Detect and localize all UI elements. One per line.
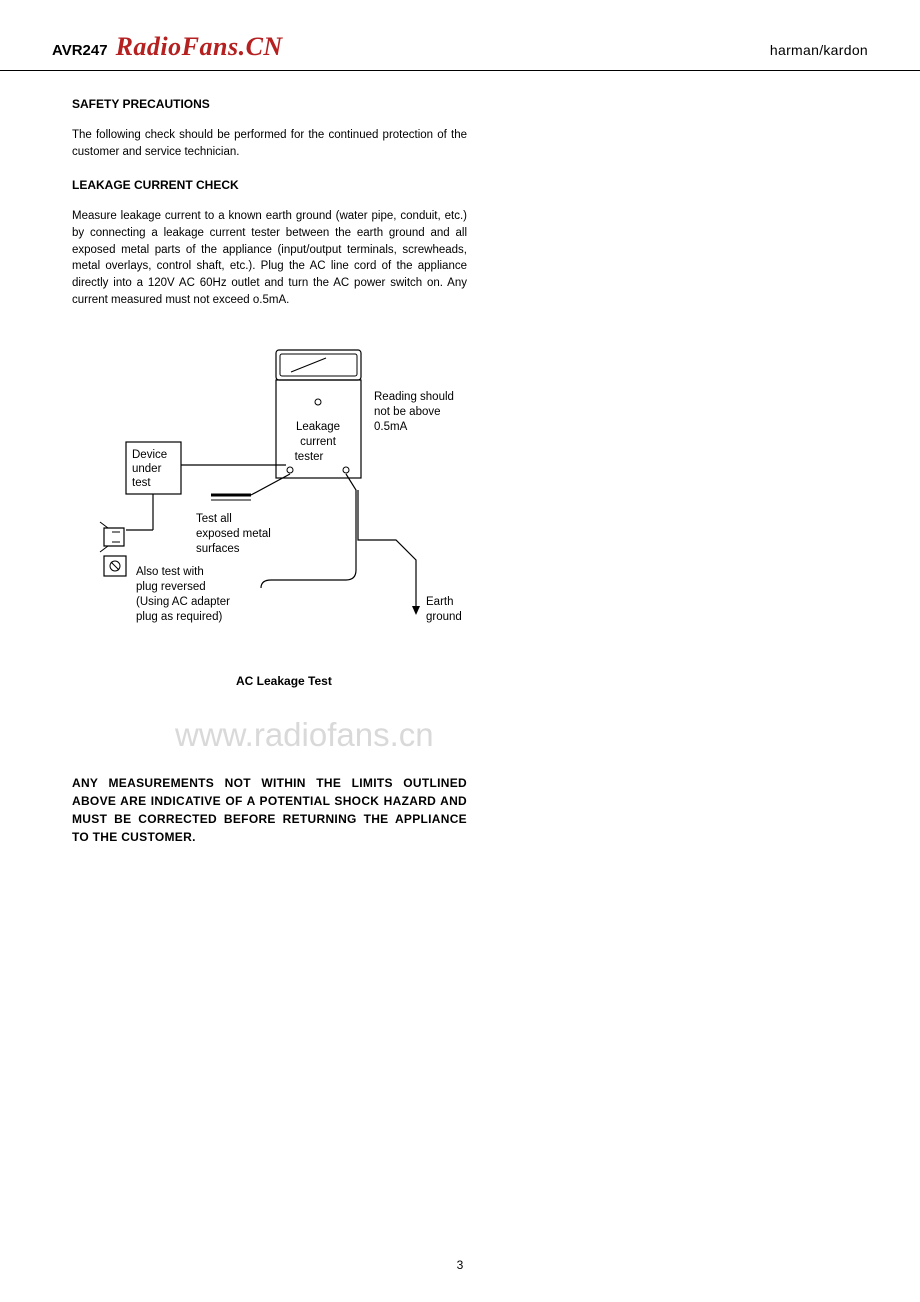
warning-text: ANY MEASUREMENTS NOT WITHIN THE LIMITS O… bbox=[72, 774, 467, 846]
plug-l1: Also test with bbox=[136, 566, 204, 578]
diagram-caption: AC Leakage Test bbox=[236, 674, 848, 688]
radiofans-logo: RadioFans.CN bbox=[116, 32, 283, 62]
plug-icon bbox=[100, 522, 126, 576]
device-l3: test bbox=[132, 477, 151, 489]
leakage-diagram: Leakage current tester Reading should no… bbox=[96, 340, 516, 670]
earth-l2: ground bbox=[426, 611, 462, 623]
leakage-body: Measure leakage current to a known earth… bbox=[72, 208, 467, 308]
testall-l2: exposed metal bbox=[196, 528, 271, 540]
testall-l3: surfaces bbox=[196, 543, 240, 555]
plug-l3: (Using AC adapter bbox=[136, 596, 230, 608]
device-l2: under bbox=[132, 463, 162, 475]
page-header: AVR247 RadioFans.CN harman/kardon bbox=[0, 0, 920, 71]
tester-label-3: tester bbox=[295, 451, 324, 463]
reading-l1: Reading should bbox=[374, 391, 454, 403]
plug-l4: plug as required) bbox=[136, 611, 222, 623]
safety-heading: SAFETY PRECAUTIONS bbox=[72, 97, 848, 111]
main-content: SAFETY PRECAUTIONS The following check s… bbox=[0, 71, 920, 846]
testall-l1: Test all bbox=[196, 513, 232, 525]
plug-l2: plug reversed bbox=[136, 581, 206, 593]
earth-l1: Earth bbox=[426, 596, 454, 608]
leakage-heading: LEAKAGE CURRENT CHECK bbox=[72, 178, 848, 192]
reading-l2: not be above bbox=[374, 406, 441, 418]
safety-body: The following check should be performed … bbox=[72, 127, 467, 160]
tester-label-2: current bbox=[300, 436, 337, 448]
model-number: AVR247 bbox=[52, 42, 108, 59]
device-l1: Device bbox=[132, 449, 167, 461]
brand-name: harman/kardon bbox=[770, 42, 868, 58]
reading-l3: 0.5mA bbox=[374, 421, 408, 433]
tester-label-1: Leakage bbox=[296, 421, 340, 433]
page-number: 3 bbox=[0, 1258, 920, 1272]
header-left: AVR247 RadioFans.CN bbox=[52, 32, 283, 62]
diagram-svg: Leakage current tester Reading should no… bbox=[96, 340, 516, 670]
